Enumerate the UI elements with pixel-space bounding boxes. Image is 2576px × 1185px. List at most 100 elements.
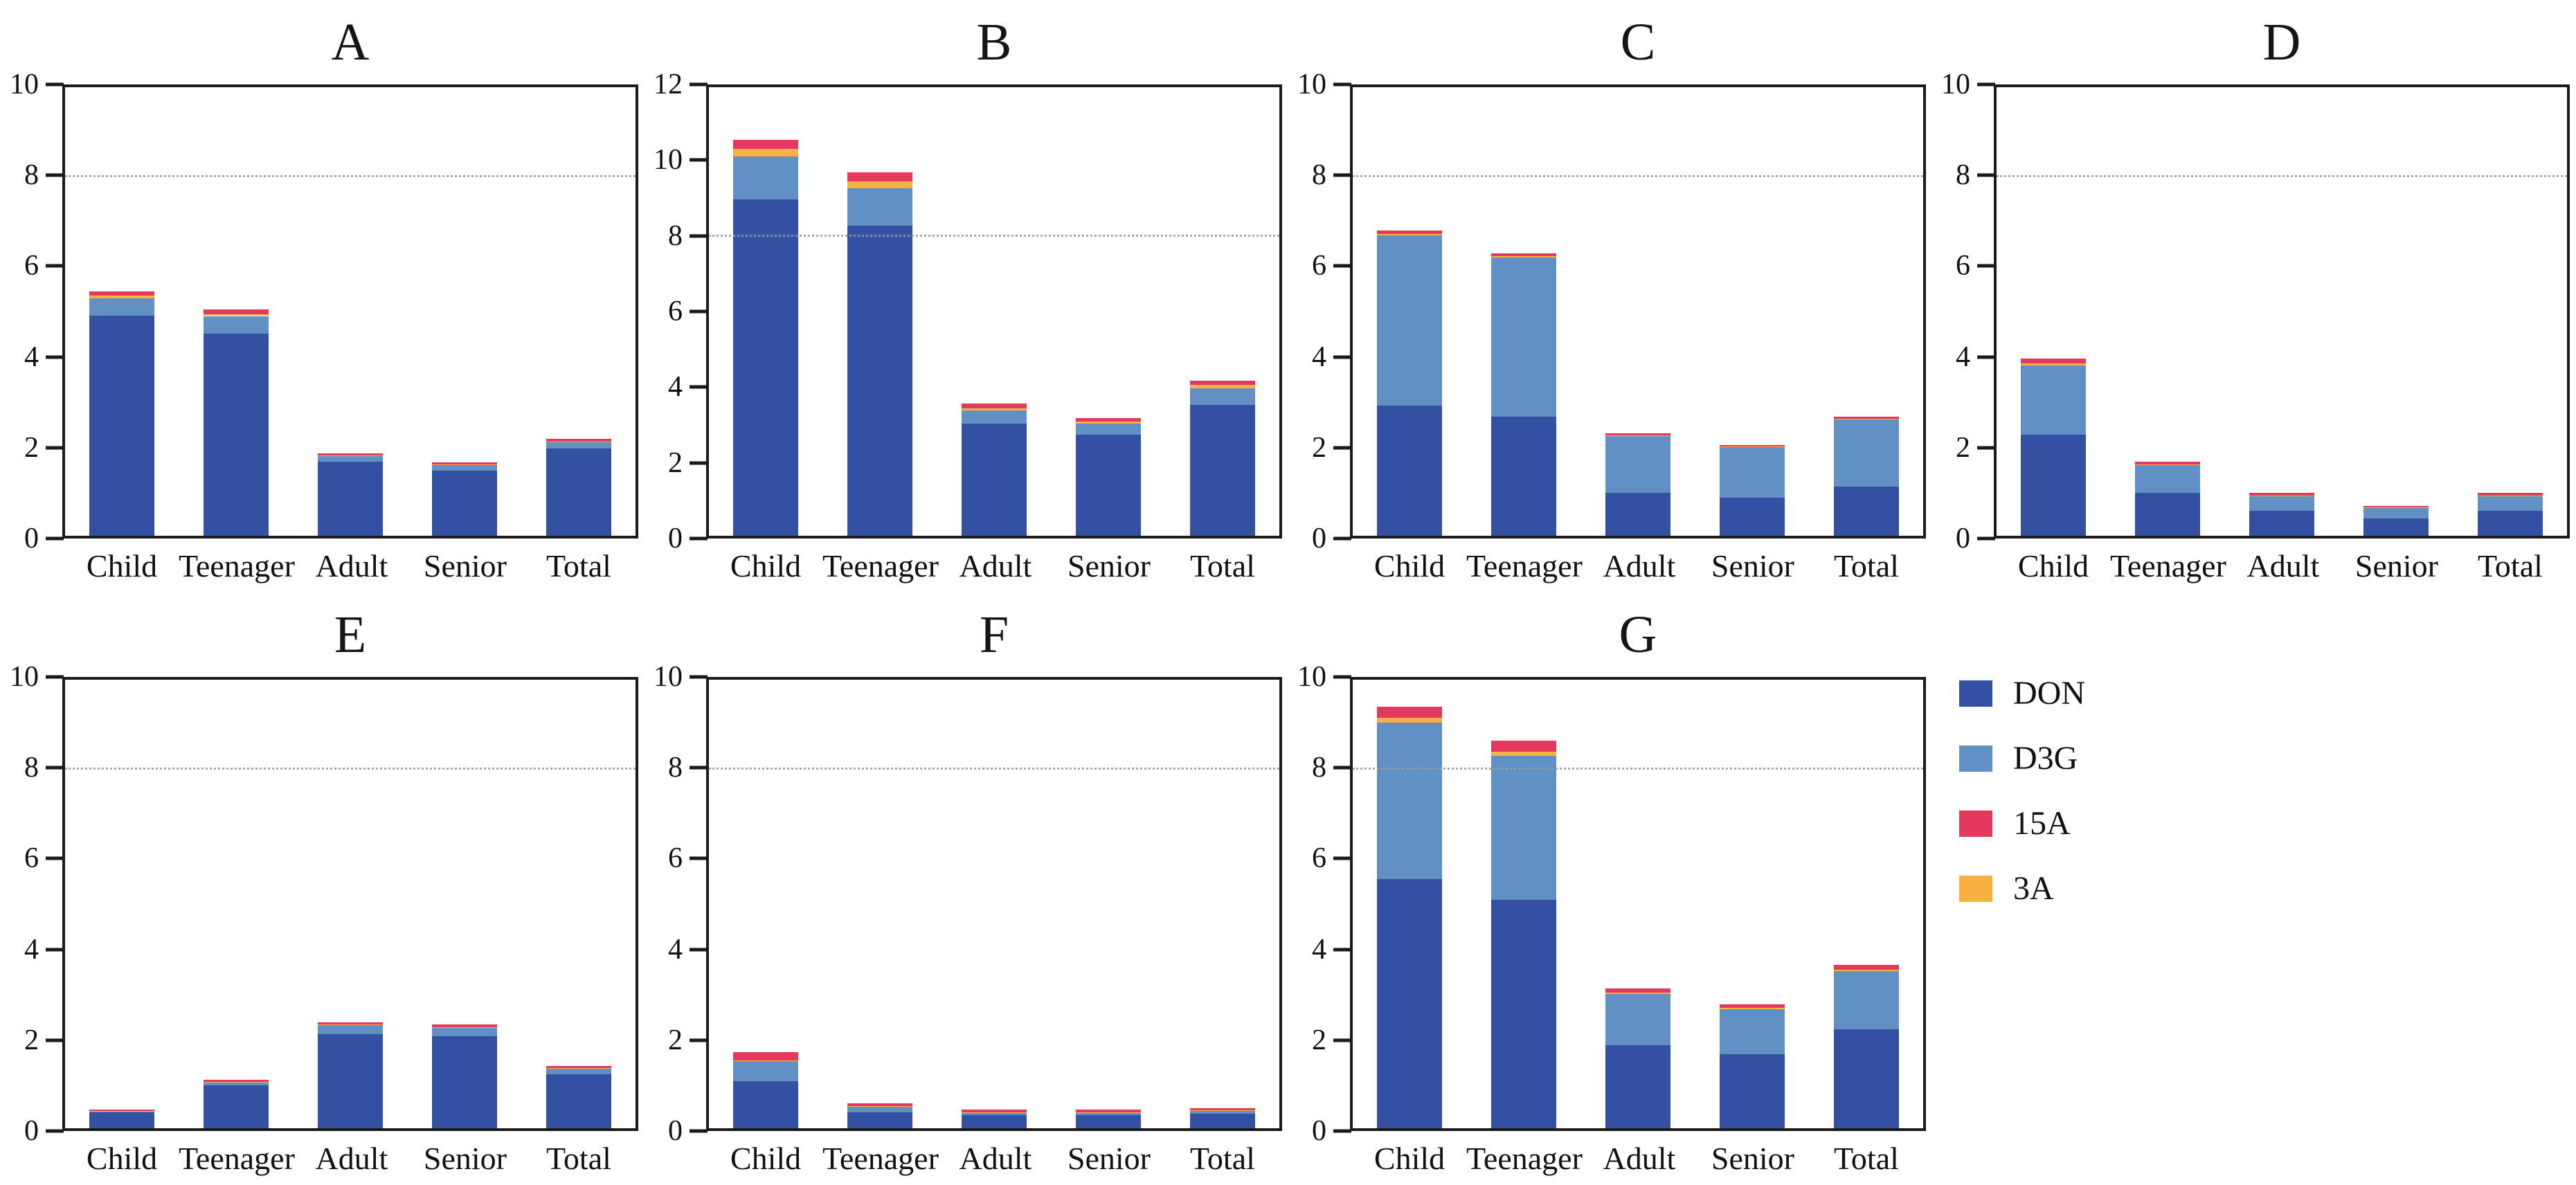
bar-segment-D3G bbox=[1075, 424, 1141, 435]
gridline-y8 bbox=[65, 767, 636, 770]
gridline-y8 bbox=[65, 174, 636, 177]
bars-layer bbox=[709, 87, 1279, 536]
bar-segment-D3G bbox=[1189, 1110, 1255, 1114]
bar-E-teenager bbox=[204, 680, 269, 1128]
y-tick-label: 4 bbox=[24, 933, 39, 966]
y-axis: 0 2 4 6 8 10 bbox=[1288, 662, 1351, 1146]
y-tick-mark bbox=[690, 1038, 708, 1042]
y-axis: 0 2 4 6 8 10 bbox=[0, 662, 64, 1146]
legend-swatch-15a bbox=[1959, 811, 1992, 837]
bar-C-senior bbox=[1719, 87, 1785, 536]
bar-slot-adult bbox=[937, 87, 1052, 536]
bar-segment-D3G bbox=[2363, 507, 2429, 519]
x-label-child: Child bbox=[86, 1140, 158, 1176]
panel-title: C bbox=[1620, 13, 1656, 71]
y-tick-label: 6 bbox=[1312, 842, 1326, 875]
bar-slot-child bbox=[709, 87, 823, 536]
y-tick-label: 2 bbox=[24, 431, 39, 464]
y-tick-mark bbox=[46, 675, 64, 679]
plot-area: 0 2 4 6 8 10 bbox=[1931, 70, 2575, 553]
y-tick-mark bbox=[1977, 355, 1995, 359]
x-axis-labels: Child Teenager Adult Senior Total bbox=[709, 1131, 1279, 1185]
bar-segment-15A bbox=[1719, 445, 1785, 447]
y-tick-mark bbox=[690, 856, 708, 860]
y-tick-label: 10 bbox=[1297, 661, 1326, 693]
legend-swatch-3a bbox=[1959, 876, 1992, 902]
y-tick-label: 6 bbox=[668, 296, 683, 327]
bar-segment-D3G bbox=[847, 188, 913, 226]
bar-segment-3A bbox=[89, 296, 155, 298]
bar-segment-D3G bbox=[431, 1027, 497, 1037]
y-tick-mark bbox=[1333, 1129, 1351, 1133]
bar-segment-15A bbox=[1075, 417, 1141, 422]
bar-segment-D3G bbox=[318, 1024, 383, 1034]
bar-D-teenager bbox=[2135, 87, 2201, 536]
y-tick-mark bbox=[46, 355, 64, 359]
x-label-child: Child bbox=[2017, 548, 2089, 584]
bar-slot-adult bbox=[294, 87, 408, 536]
bar-slot-senior bbox=[1051, 680, 1165, 1128]
bar-A-adult bbox=[318, 87, 383, 536]
bar-segment-15A bbox=[1491, 740, 1557, 752]
y-tick-label: 0 bbox=[668, 523, 683, 554]
y-tick-mark bbox=[690, 234, 708, 238]
bar-segment-DON bbox=[1605, 493, 1670, 536]
panel-title: E bbox=[334, 606, 367, 664]
bar-segment-3A bbox=[1605, 992, 1670, 994]
bar-segment-15A bbox=[1377, 706, 1443, 718]
bar-B-total bbox=[1189, 87, 1255, 536]
y-tick-mark bbox=[1977, 264, 1995, 268]
bar-segment-15A bbox=[318, 453, 383, 456]
legend-item-don: DON bbox=[1959, 677, 2575, 710]
x-label-total: Total bbox=[1190, 1140, 1255, 1176]
bar-segment-3A bbox=[847, 181, 913, 188]
y-tick-mark bbox=[46, 264, 64, 268]
bar-G-senior bbox=[1719, 680, 1785, 1128]
legend-label: 15A bbox=[2013, 805, 2071, 842]
y-tick-mark bbox=[46, 948, 64, 952]
bar-slot-adult bbox=[1581, 87, 1695, 536]
bar-slot-senior bbox=[1695, 680, 1809, 1128]
bar-D-senior bbox=[2363, 87, 2429, 536]
gridline-y8 bbox=[1997, 174, 2567, 177]
bar-segment-3A bbox=[1189, 385, 1255, 388]
bar-segment-DON bbox=[2135, 493, 2201, 536]
y-axis: 0 2 4 6 8 10 bbox=[1288, 70, 1351, 553]
x-label-teenager: Teenager bbox=[1466, 548, 1583, 584]
bar-slot-total bbox=[1809, 87, 1923, 536]
bar-slot-teenager bbox=[2111, 87, 2225, 536]
bar-G-adult bbox=[1605, 680, 1670, 1128]
y-tick-mark bbox=[690, 461, 708, 465]
bar-segment-3A bbox=[1491, 751, 1557, 757]
bar-segment-D3G bbox=[1719, 446, 1785, 498]
x-label-total: Total bbox=[1834, 1140, 1899, 1176]
x-label-senior: Senior bbox=[2354, 548, 2438, 584]
bar-segment-D3G bbox=[2135, 465, 2201, 494]
bar-segment-D3G bbox=[1833, 419, 1899, 487]
x-axis-labels: Child Teenager Adult Senior Total bbox=[65, 1131, 636, 1185]
bar-slot-total bbox=[1809, 680, 1923, 1128]
y-tick-label: 10 bbox=[654, 144, 683, 177]
y-tick-label: 8 bbox=[24, 752, 39, 784]
y-tick-mark bbox=[1977, 82, 1995, 87]
bar-segment-15A bbox=[1833, 965, 1899, 970]
x-axis-labels: Child Teenager Adult Senior Total bbox=[1353, 1131, 1923, 1185]
bar-segment-15A bbox=[733, 139, 799, 150]
bar-segment-DON bbox=[546, 448, 611, 536]
plot-box bbox=[1350, 677, 1926, 1131]
bar-segment-DON bbox=[1377, 406, 1443, 536]
bar-segment-D3G bbox=[962, 410, 1027, 424]
bar-segment-D3G bbox=[204, 1082, 269, 1086]
legend-swatch-d3g bbox=[1959, 745, 1992, 772]
bar-slot-teenager bbox=[179, 680, 294, 1128]
y-tick-label: 4 bbox=[1956, 341, 1970, 373]
plot-box bbox=[1350, 84, 1926, 539]
bar-segment-D3G bbox=[962, 1112, 1027, 1115]
bar-slot-senior bbox=[1051, 87, 1165, 536]
bar-segment-D3G bbox=[1377, 722, 1443, 880]
y-tick-mark bbox=[1333, 355, 1351, 359]
x-label-adult: Adult bbox=[2246, 548, 2320, 584]
y-tick-mark bbox=[690, 766, 708, 770]
x-label-child: Child bbox=[730, 548, 802, 584]
bar-segment-15A bbox=[89, 291, 155, 296]
